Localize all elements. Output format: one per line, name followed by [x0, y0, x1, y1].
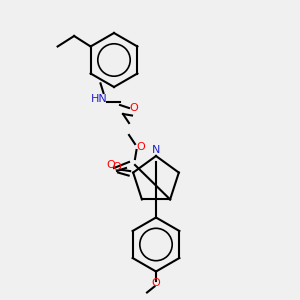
Text: O: O	[136, 142, 146, 152]
Text: O: O	[129, 103, 138, 113]
Text: O: O	[106, 160, 116, 170]
Text: N: N	[152, 145, 160, 155]
Text: O: O	[112, 162, 121, 172]
Text: O: O	[152, 278, 160, 289]
Text: HN: HN	[91, 94, 107, 104]
